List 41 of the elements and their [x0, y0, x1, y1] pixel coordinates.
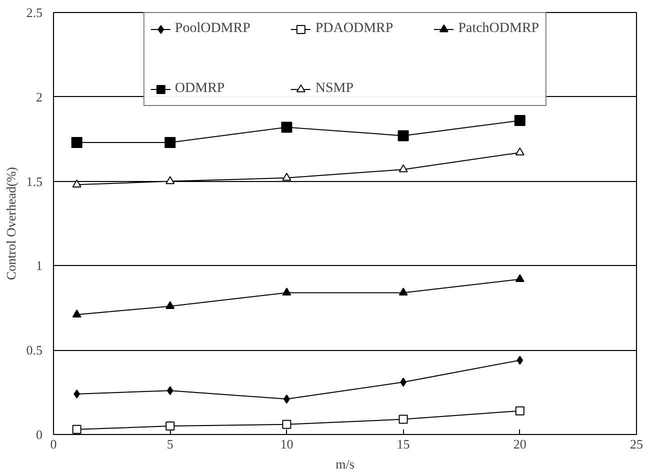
x-tick-label: 15	[396, 436, 410, 452]
legend-label: PDAODMRP	[315, 21, 394, 37]
point	[516, 356, 524, 365]
point	[398, 130, 409, 142]
point	[398, 414, 408, 424]
point	[282, 420, 292, 429]
x-tick-label: 0	[50, 436, 57, 452]
point	[164, 136, 176, 148]
point	[282, 288, 292, 296]
legend-label: NSMP	[315, 81, 354, 97]
point	[166, 301, 175, 310]
point	[166, 422, 175, 431]
point	[515, 147, 524, 156]
point	[71, 136, 82, 148]
point	[515, 406, 524, 416]
point	[514, 115, 526, 126]
point	[72, 424, 82, 434]
y-tick-label: 0	[36, 427, 42, 442]
point	[166, 176, 175, 184]
y-tick-label: 1	[36, 258, 42, 274]
legend-label: ODMRP	[174, 81, 225, 97]
legend-label: PoolODMRP	[174, 21, 250, 37]
legend-label: PatchODMRP	[458, 21, 540, 37]
point	[166, 386, 174, 396]
point	[398, 288, 408, 296]
y-tick-label: 0.5	[26, 342, 42, 358]
point	[72, 180, 82, 188]
x-tick-label: 10	[280, 436, 294, 452]
point	[398, 164, 408, 172]
x-tick-label: 5	[166, 436, 174, 452]
point	[72, 310, 82, 318]
point	[282, 172, 292, 181]
y-tick-label: 1.5	[26, 174, 42, 189]
y-tick-label: 2.5	[26, 5, 42, 20]
x-tick-label: 25	[630, 436, 643, 452]
x-tick-label: 20	[513, 436, 526, 452]
point	[281, 122, 292, 133]
point	[515, 274, 524, 282]
y-axis-title: Control Overhead(%)	[3, 166, 18, 280]
y-tick-label: 2	[36, 89, 42, 104]
x-axis-title: m/s	[336, 456, 354, 472]
